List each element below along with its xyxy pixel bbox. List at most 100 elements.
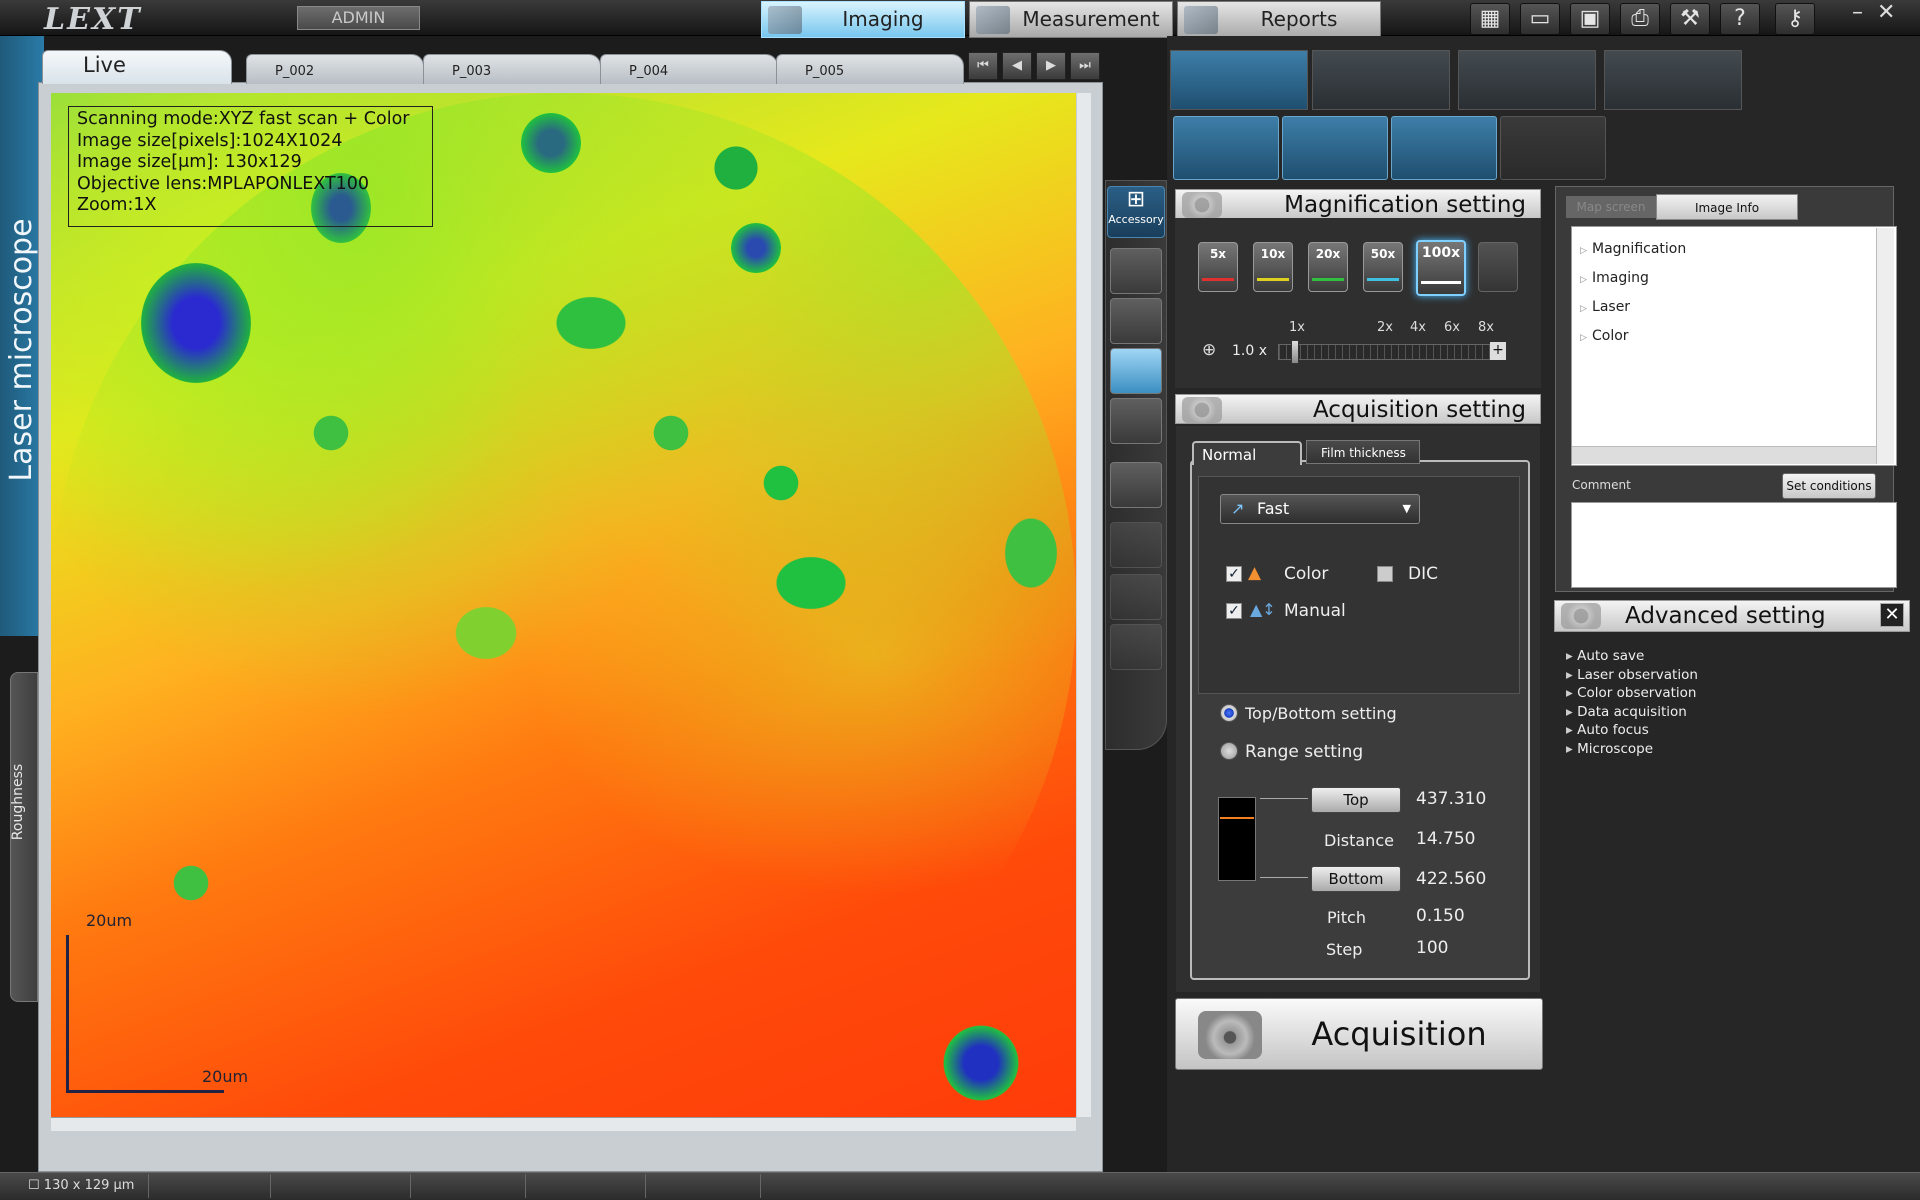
status-divider	[525, 1174, 526, 1198]
microscope-mode-icon[interactable]	[1170, 50, 1308, 110]
pitch-value: 0.150	[1416, 906, 1465, 926]
tree-item-color[interactable]: ▷ Color	[1580, 328, 1629, 344]
adv-item-color-observation[interactable]: Color observation	[1566, 685, 1696, 701]
info-image-size-pixels: Image size[pixels]:1024X1024	[77, 130, 343, 151]
multi-view-icon[interactable]	[1110, 462, 1162, 508]
roughness-tab[interactable]	[10, 672, 38, 1002]
tools-mode-icon[interactable]	[1312, 50, 1450, 110]
tab-imaging[interactable]: Imaging	[761, 1, 965, 38]
tab-normal[interactable]: Normal	[1192, 441, 1302, 465]
zoom-mark-4x: 4x	[1410, 320, 1426, 335]
status-divider	[270, 1174, 271, 1198]
top-bottom-radio[interactable]	[1220, 704, 1238, 722]
stitch-icon	[1110, 522, 1162, 568]
dual-image-icon[interactable]	[1391, 116, 1497, 180]
horizontal-scrollbar[interactable]	[51, 1117, 1076, 1131]
tree-item-laser[interactable]: ▷ Laser	[1580, 299, 1631, 315]
print-icon[interactable]: ⎙	[1620, 3, 1660, 35]
tree-horizontal-scrollbar[interactable]	[1572, 446, 1876, 464]
adv-item-laser-observation[interactable]: Laser observation	[1566, 667, 1698, 683]
calculator-icon[interactable]: ▦	[1470, 3, 1510, 35]
laser-image[interactable]	[51, 93, 1076, 1117]
view-tab-p005[interactable]: P_005	[776, 54, 964, 84]
objective-50x[interactable]: 50x	[1363, 242, 1403, 292]
vertical-scrollbar[interactable]	[1077, 93, 1091, 1117]
status-divider	[148, 1174, 149, 1198]
color-image-icon[interactable]	[1173, 116, 1279, 180]
status-image-size: ☐ 130 x 129 μm	[28, 1178, 135, 1193]
3d-view-icon[interactable]	[1110, 348, 1162, 394]
last-page-icon[interactable]: ⏭	[1070, 52, 1100, 80]
adv-item-auto-save[interactable]: Auto save	[1566, 648, 1644, 664]
close-icon[interactable]: ✕	[1877, 0, 1896, 25]
dic-label: DIC	[1408, 564, 1438, 584]
objective-5x[interactable]: 5x	[1198, 242, 1238, 292]
view-tab-p002[interactable]: P_002	[246, 54, 424, 84]
manual-range-icon: ▲↕	[1250, 600, 1276, 619]
settings-mode-icon[interactable]	[1604, 50, 1742, 110]
tab-image-info[interactable]: Image Info	[1656, 194, 1798, 220]
tree-item-imaging[interactable]: ▷ Imaging	[1580, 270, 1649, 286]
objective-100x[interactable]: 100x	[1416, 240, 1466, 296]
bottom-button[interactable]: Bottom	[1311, 866, 1401, 892]
first-page-icon[interactable]: ⏮	[968, 52, 998, 80]
scale-bar: 20um 20um	[66, 911, 248, 1095]
view-tab-p003[interactable]: P_003	[423, 54, 601, 84]
dic-checkbox[interactable]	[1377, 566, 1393, 582]
top-button[interactable]: Top	[1311, 787, 1401, 813]
range-radio[interactable]	[1220, 742, 1238, 760]
accessory-plus-icon: ⊞	[1126, 187, 1146, 212]
more-images-icon[interactable]	[1500, 116, 1606, 180]
acquisition-button[interactable]: Acquisition	[1175, 998, 1543, 1070]
wrench-icon[interactable]: ⚒	[1670, 3, 1710, 35]
color-checkbox[interactable]: ✓	[1226, 566, 1242, 582]
tree-expand-icon: ▷	[1580, 246, 1587, 256]
zoom-slider-thumb[interactable]	[1291, 340, 1299, 364]
adv-item-microscope[interactable]: Microscope	[1566, 741, 1653, 757]
zoom-plus-icon[interactable]: +	[1490, 342, 1506, 360]
chevron-down-icon: ▼	[1402, 502, 1411, 515]
roughness-label: Roughness	[10, 763, 26, 841]
edit-icon	[1110, 624, 1162, 670]
objective-20x[interactable]: 20x	[1308, 242, 1348, 292]
advanced-close-button[interactable]: ✕	[1880, 603, 1904, 627]
view-tab-p004[interactable]: P_004	[600, 54, 778, 84]
comment-textarea[interactable]	[1571, 502, 1897, 588]
scan-speed-select[interactable]: ↗ Fast ▼	[1220, 494, 1420, 524]
measurement-icon	[976, 6, 1010, 34]
laser-image-icon[interactable]	[1282, 116, 1388, 180]
accessory-button[interactable]: ⊞ Accessory	[1107, 186, 1165, 238]
zoom-magnifier-icon: ⊕	[1202, 340, 1217, 360]
tab-film-thickness[interactable]: Film thickness	[1306, 440, 1420, 464]
key-icon[interactable]: ⚷	[1775, 3, 1815, 35]
gauge-bottom-leader	[1260, 877, 1308, 878]
minimize-icon[interactable]: –	[1852, 0, 1863, 25]
zoom-slider[interactable]	[1278, 344, 1504, 360]
color-view-icon[interactable]	[1110, 298, 1162, 344]
tree-item-magnification[interactable]: ▷ Magnification	[1580, 241, 1687, 257]
open-folder-icon[interactable]: ▭	[1520, 3, 1560, 35]
tab-reports[interactable]: Reports	[1177, 1, 1381, 38]
next-page-icon[interactable]: ▶	[1036, 52, 1066, 80]
adv-item-auto-focus[interactable]: Auto focus	[1566, 722, 1649, 738]
objective-empty-slot[interactable]	[1478, 242, 1518, 292]
tab-measurement[interactable]: Measurement	[969, 1, 1173, 38]
range-label: Range setting	[1245, 742, 1364, 762]
admin-button[interactable]: ADMIN	[297, 6, 420, 30]
tab-map-screen[interactable]: Map screen	[1566, 196, 1656, 218]
adv-item-data-acquisition[interactable]: Data acquisition	[1566, 704, 1687, 720]
grayscale-view-icon[interactable]	[1110, 248, 1162, 294]
status-divider	[645, 1174, 646, 1198]
objective-10x[interactable]: 10x	[1253, 242, 1293, 292]
tree-scrollbar[interactable]	[1876, 228, 1894, 464]
process-mode-icon[interactable]	[1458, 50, 1596, 110]
status-divider	[760, 1174, 761, 1198]
prev-page-icon[interactable]: ◀	[1002, 52, 1032, 80]
help-icon[interactable]: ?	[1720, 3, 1760, 35]
3d-mesh-view-icon[interactable]	[1110, 398, 1162, 444]
view-tab-live[interactable]: Live	[42, 50, 232, 84]
set-conditions-button[interactable]: Set conditions	[1782, 473, 1876, 499]
save-icon[interactable]: ▣	[1570, 3, 1610, 35]
image-info-overlay: Scanning mode:XYZ fast scan + Color Imag…	[68, 106, 433, 227]
manual-checkbox[interactable]: ✓	[1226, 603, 1242, 619]
